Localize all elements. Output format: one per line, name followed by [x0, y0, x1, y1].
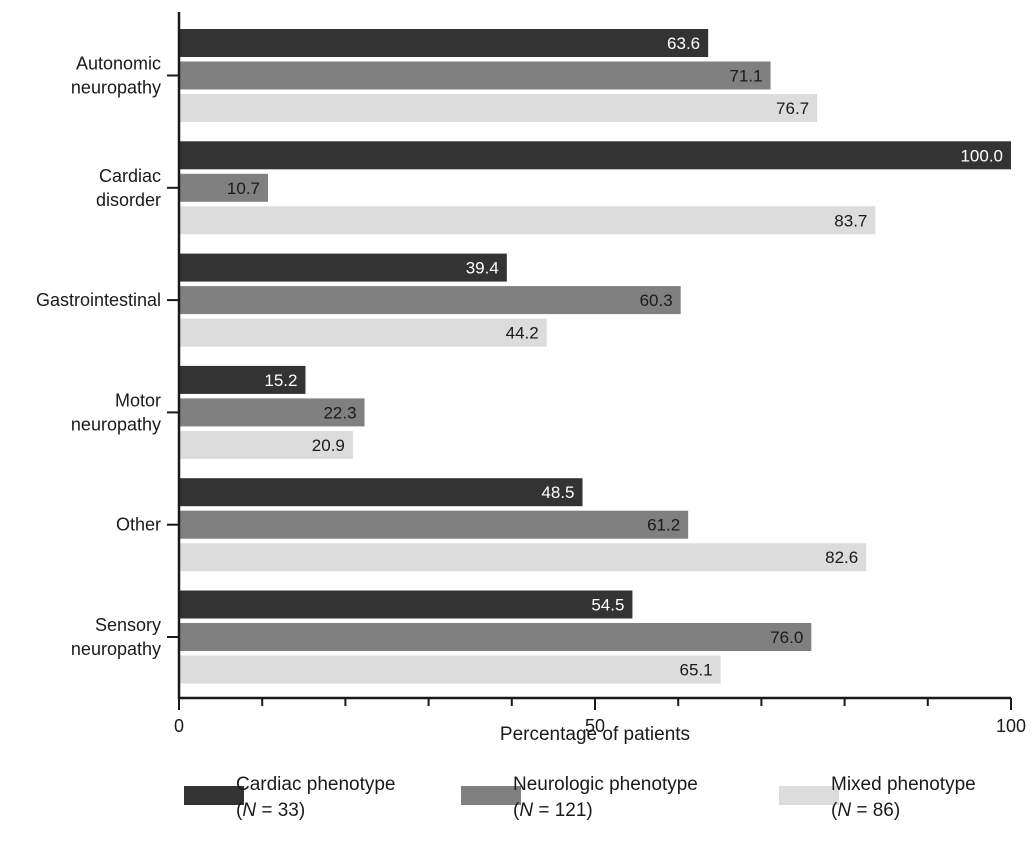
bar-value-label: 54.5	[591, 596, 624, 615]
bar-value-label: 60.3	[640, 291, 673, 310]
legend: Cardiac phenotype (N = 33) Neurologic phen…	[184, 774, 976, 821]
legend-swatch	[779, 786, 839, 805]
bar	[179, 318, 547, 347]
category-label: neuropathy	[71, 78, 161, 98]
bar-value-label: 76.7	[776, 99, 809, 118]
bar	[179, 623, 812, 651]
bar-value-label: 76.0	[770, 628, 803, 647]
bar	[179, 510, 689, 539]
category-label: Autonomic	[76, 54, 161, 74]
category-label: Cardiac	[99, 166, 161, 186]
bar	[179, 206, 876, 235]
bar	[179, 365, 306, 394]
bar-value-label: 44.2	[506, 324, 539, 343]
bar-value-label: 20.9	[312, 436, 345, 455]
category-label: Motor	[115, 390, 161, 410]
bar-value-label: 71.1	[729, 67, 762, 86]
bar	[179, 141, 1011, 170]
bar-value-label: 65.1	[680, 661, 713, 680]
x-tick-label: 100	[996, 716, 1026, 736]
bar	[179, 655, 721, 684]
bar	[179, 398, 365, 427]
bar	[179, 29, 709, 57]
category-label: Sensory	[95, 615, 161, 635]
category-label: Gastrointestinal	[36, 290, 161, 310]
legend-label: Cardiac phenotype	[236, 774, 396, 795]
bar-value-label: 15.2	[264, 371, 297, 390]
category-label: Other	[116, 515, 161, 535]
bar	[179, 94, 818, 122]
bar-value-label: 48.5	[541, 483, 574, 502]
bar-value-label: 83.7	[834, 211, 867, 230]
bar-value-label: 22.3	[323, 403, 356, 422]
category-label: neuropathy	[71, 414, 161, 434]
legend-n-label: (N = 86)	[831, 800, 900, 821]
bar	[179, 478, 583, 507]
bar-value-label: 63.6	[667, 34, 700, 53]
legend-label: Neurologic phenotype	[513, 774, 698, 795]
labels-group: Autonomic neuropathy Cardiac disorder Gastro…	[36, 54, 1026, 746]
bar	[179, 286, 681, 315]
legend-label: Mixed phenotype	[831, 774, 976, 795]
bar-value-label: 39.4	[466, 259, 499, 278]
x-tick-label: 0	[174, 716, 184, 736]
x-tick-label: 50	[585, 716, 605, 736]
bar	[179, 543, 867, 572]
bar-value-label: 100.0	[960, 146, 1003, 165]
legend-swatch	[461, 786, 521, 805]
bars-group: 63.6 71.1 76.7 100.0 10.7 83.7 39.4 60.3 44.2 15.…	[179, 29, 1011, 684]
bar	[179, 173, 269, 202]
legend-n-label: (N = 33)	[236, 800, 305, 821]
legend-swatch	[184, 786, 244, 805]
bar-value-label: 61.2	[647, 516, 680, 535]
bar	[179, 61, 771, 90]
category-label: disorder	[96, 190, 161, 210]
category-label: neuropathy	[71, 639, 161, 659]
bar	[179, 590, 633, 619]
bar-value-label: 10.7	[227, 179, 260, 198]
bar	[179, 253, 507, 282]
bar	[179, 430, 353, 459]
bar-value-label: 82.6	[825, 548, 858, 567]
axes-group	[167, 12, 1012, 710]
x-axis-title: Percentage of patients	[500, 724, 690, 745]
legend-n-label: (N = 121)	[513, 800, 593, 821]
